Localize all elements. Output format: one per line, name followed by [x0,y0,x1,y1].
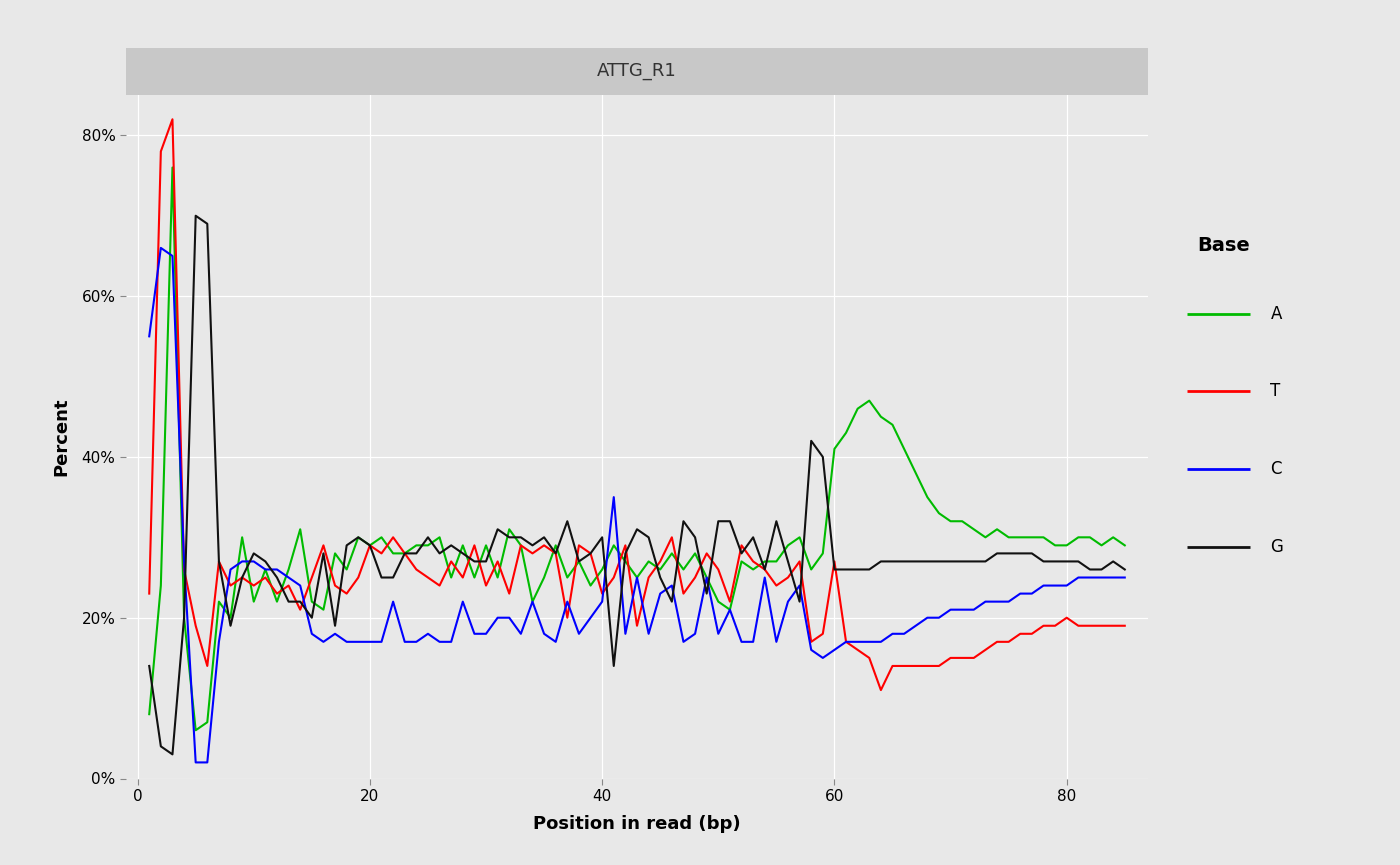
A [164,163,181,173]
Y-axis label: Percent: Percent [52,398,70,476]
X-axis label: Position in read (bp): Position in read (bp) [533,815,741,833]
T [1116,620,1133,631]
T [141,588,158,599]
T [455,573,472,583]
A [501,524,518,535]
Text: C: C [1271,460,1282,478]
G [1082,564,1099,574]
C [1082,573,1099,583]
Text: G: G [1271,538,1284,556]
T [1082,620,1099,631]
C [501,612,518,623]
A [141,709,158,720]
Line: G: G [150,215,1124,754]
C [153,243,169,253]
A [1116,540,1133,550]
A [1082,532,1099,542]
G [466,556,483,567]
C [455,597,472,607]
Text: Base: Base [1197,236,1250,254]
T [640,573,657,583]
Line: T: T [150,119,1124,690]
C [1116,573,1133,583]
A [188,725,204,735]
Text: T: T [1271,382,1281,400]
Text: A: A [1271,304,1282,323]
T [489,556,505,567]
C [466,629,483,639]
C [141,331,158,342]
G [455,548,472,559]
T [872,685,889,695]
A [466,573,483,583]
G [652,573,669,583]
C [188,757,204,767]
G [141,661,158,671]
G [164,749,181,759]
Line: A: A [150,168,1124,730]
T [442,556,459,567]
T [315,540,332,550]
G [326,620,343,631]
Text: ATTG_R1: ATTG_R1 [598,62,676,80]
C [652,588,669,599]
Line: C: C [150,248,1124,762]
A [652,564,669,574]
G [188,210,204,221]
A [455,540,472,550]
G [501,532,518,542]
T [164,114,181,125]
A [326,548,343,559]
C [326,629,343,639]
G [1116,564,1133,574]
